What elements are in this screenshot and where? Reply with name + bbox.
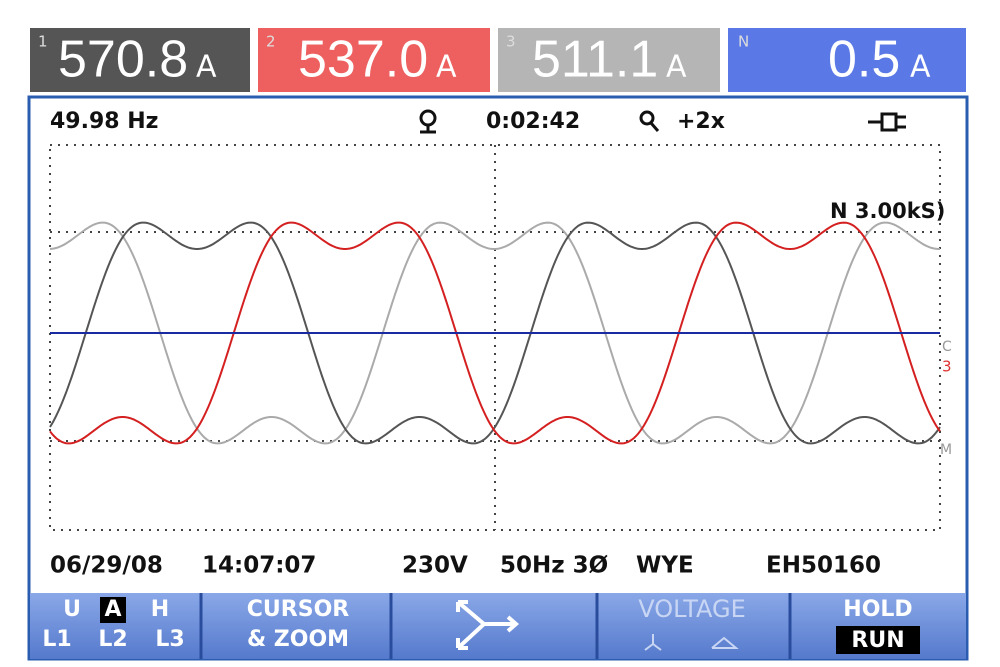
reading-value: 0.5 <box>828 31 900 89</box>
reading-box-n <box>728 28 966 92</box>
reading-index: N <box>738 33 749 51</box>
reading-unit: A <box>436 50 457 85</box>
softkey-label[interactable]: RUN <box>851 628 904 653</box>
phase-option[interactable]: L1 <box>42 627 71 652</box>
softkey-voltage[interactable]: VOLTAGE <box>638 595 746 651</box>
reading-value: 537.0 <box>298 31 428 89</box>
configuration: WYE <box>636 553 694 579</box>
reading-value: 511.1 <box>532 31 658 89</box>
reading-box-2 <box>258 28 490 92</box>
display-frame <box>27 95 969 661</box>
zoom: +2x <box>677 109 725 134</box>
nominal-frequency: 50Hz 3Ø <box>500 553 608 579</box>
reading-box-3 <box>498 28 720 92</box>
softkey-cursor[interactable]: CURSOR & ZOOM <box>247 597 349 652</box>
softkey-vector[interactable] <box>456 600 520 650</box>
device-id: EH50160 <box>766 553 881 579</box>
scale-label: N 3.00kS) <box>830 199 945 223</box>
marker: M <box>940 442 952 458</box>
nominal-voltage: 230V <box>402 553 468 579</box>
waveform-l1 <box>49 221 941 445</box>
reading-index: 1 <box>38 33 48 51</box>
mode-option[interactable]: A <box>104 597 121 622</box>
reading-unit: A <box>910 50 931 85</box>
frequency: 49.98 Hz <box>50 109 158 134</box>
softkey-label[interactable]: & ZOOM <box>247 627 349 652</box>
reading-index: 2 <box>266 33 276 51</box>
reading-index: 3 <box>506 33 516 51</box>
marker: C <box>942 339 952 355</box>
run-highlight <box>836 626 920 654</box>
softkey-mode[interactable]: U A H L1 L2 L3 <box>42 597 185 652</box>
mode-option[interactable]: U <box>63 597 81 622</box>
softkey-hold-run[interactable]: HOLD RUN <box>836 597 920 654</box>
mode-highlight <box>100 597 126 623</box>
phase-option[interactable]: L2 <box>98 627 127 652</box>
reading-value: 570.8 <box>58 31 188 89</box>
voltage-symbols <box>644 634 739 651</box>
date: 06/29/08 <box>50 553 163 579</box>
waveform-l3 <box>49 221 940 445</box>
zoom-icon <box>639 110 660 132</box>
probe-icon <box>419 109 437 134</box>
waveform-l2 <box>49 221 941 445</box>
time: 14:07:07 <box>202 553 316 579</box>
mode-option[interactable]: H <box>151 597 169 622</box>
reading-unit: A <box>666 50 687 85</box>
waveforms <box>49 221 941 445</box>
elapsed-time: 0:02:42 <box>486 109 580 134</box>
marker: 3 <box>942 358 952 376</box>
phase-option[interactable]: L3 <box>155 627 184 652</box>
reading-box-1 <box>30 28 250 92</box>
softkey-label[interactable]: CURSOR <box>247 597 349 622</box>
softkey-label[interactable]: HOLD <box>843 597 912 622</box>
reading-unit: A <box>196 50 217 85</box>
power-icon <box>868 112 906 132</box>
softkey-label[interactable]: VOLTAGE <box>638 595 746 623</box>
